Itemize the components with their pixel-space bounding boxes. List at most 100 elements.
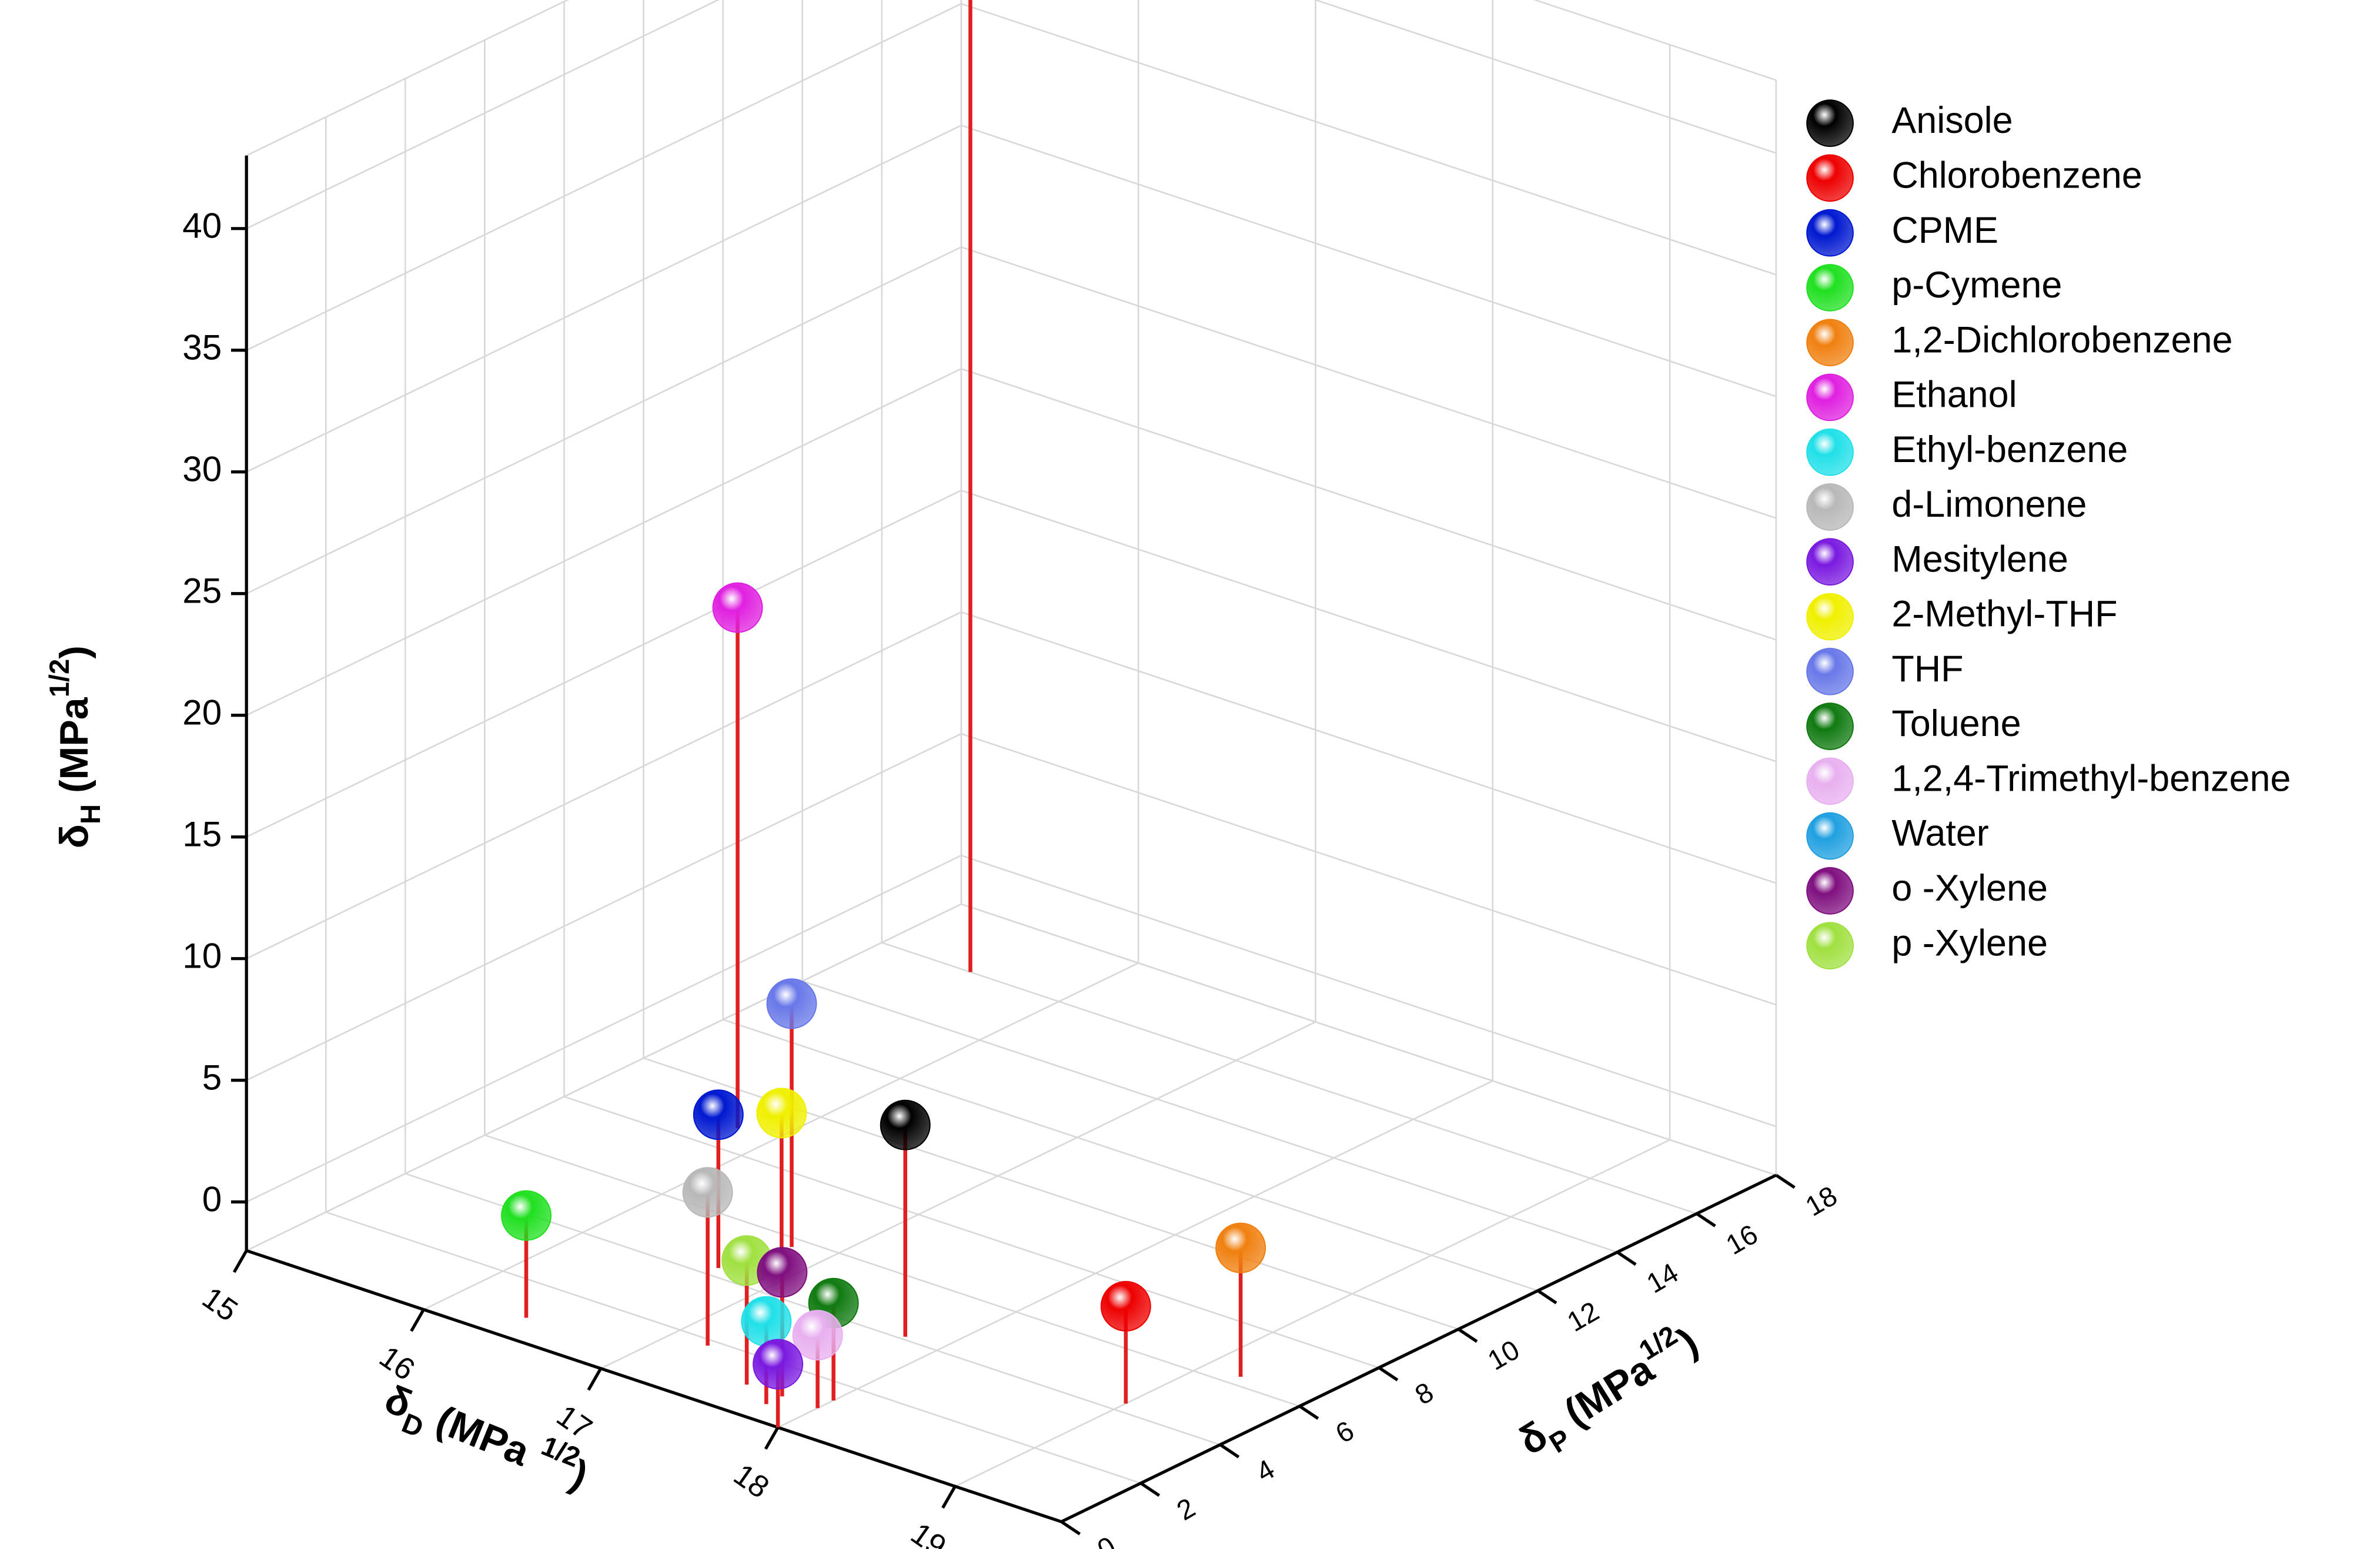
legend-label: p -Xylene	[1891, 922, 2048, 963]
point	[1215, 1222, 1266, 1273]
grid-line	[961, 125, 1777, 397]
y-tick	[1060, 1520, 1081, 1535]
z-axis-title-part: )	[52, 645, 96, 659]
legend-label: Toluene	[1891, 703, 2021, 744]
legend-marker	[1806, 154, 1854, 202]
legend-marker	[1806, 757, 1854, 805]
y-tick	[1298, 1404, 1319, 1420]
grid-line	[246, 125, 962, 473]
legend-label: Ethyl-benzene	[1891, 429, 2128, 470]
legend-marker	[1806, 209, 1854, 257]
y-tick-label: 18	[1800, 1180, 1842, 1222]
legend-marker	[1806, 593, 1854, 641]
y-tick	[1696, 1212, 1716, 1227]
legend-label: Mesitylene	[1891, 538, 2068, 580]
y-tick	[1775, 1173, 1796, 1189]
y-tick-label: 12	[1562, 1295, 1604, 1337]
y-tick	[1458, 1327, 1478, 1343]
x-tick-label: 18	[727, 1457, 775, 1505]
x-tick	[587, 1367, 603, 1391]
y-tick-label: 14	[1641, 1257, 1683, 1299]
y-tick	[1378, 1366, 1399, 1381]
legend-label: Ethanol	[1891, 374, 2017, 416]
point	[753, 1339, 804, 1390]
legend-marker	[1806, 867, 1854, 915]
z-tick-label: 20	[182, 692, 222, 732]
y-tick	[1616, 1250, 1637, 1266]
grid-line	[246, 368, 962, 716]
point	[880, 1099, 931, 1150]
legend-label: 1,2,4-Trimethyl-benzene	[1891, 758, 2291, 799]
legend-marker	[1806, 373, 1854, 421]
x-axis-title: δD (MPa 1/2)	[375, 1369, 597, 1507]
y-tick-label: 0	[1092, 1530, 1121, 1549]
grid-line	[484, 1134, 1300, 1407]
legend-marker	[1806, 647, 1854, 695]
x-tick	[232, 1250, 248, 1273]
box-edge	[961, 903, 1777, 1176]
z-axis-title-part: δ	[52, 824, 96, 848]
z-axis-title-part: H	[75, 804, 106, 824]
grid-line	[246, 3, 962, 351]
y-tick-label: 16	[1720, 1218, 1763, 1260]
legend-marker	[1806, 319, 1854, 367]
y-axis	[1061, 1173, 1777, 1523]
grid-line	[961, 611, 1777, 884]
x-axis	[246, 1249, 1062, 1524]
box-edge	[246, 0, 569, 156]
legend-marker	[1806, 428, 1854, 476]
grid-line	[961, 246, 1777, 519]
point	[792, 1310, 843, 1361]
x-tick	[410, 1309, 425, 1332]
legend-label: o -Xylene	[1891, 868, 2048, 909]
x-tick-label: 19	[905, 1517, 952, 1549]
legend-label: 2-Methyl-THF	[1891, 594, 2117, 635]
legend-label: THF	[1891, 648, 1963, 690]
z-tick-label: 25	[182, 571, 222, 611]
point	[766, 978, 817, 1029]
z-tick-label: 15	[182, 814, 222, 854]
z-tick-label: 30	[182, 449, 222, 489]
y-tick-label: 8	[1409, 1376, 1438, 1411]
y-tick-label: 6	[1330, 1414, 1359, 1449]
legend-label: Anisole	[1891, 100, 2013, 141]
z-axis-title: δH (MPa1/2)	[44, 645, 106, 848]
grid-line	[961, 3, 1777, 276]
z-tick-label: 10	[182, 936, 222, 976]
point	[501, 1190, 552, 1241]
grid-line	[1313, 0, 1777, 154]
grid-line	[600, 1021, 1316, 1370]
y-tick-label: 10	[1482, 1334, 1525, 1376]
x-tick	[764, 1426, 780, 1450]
grid-line	[246, 611, 962, 959]
x-axis-title-part: (MPa	[420, 1393, 546, 1479]
z-tick-label: 0	[202, 1179, 222, 1219]
y-tick-label: 4	[1251, 1453, 1279, 1488]
x-tick	[941, 1486, 957, 1509]
point	[682, 1167, 733, 1218]
grid-line	[961, 732, 1777, 1006]
point	[712, 582, 763, 633]
grid-line	[246, 490, 962, 838]
box-edge	[1533, 0, 1777, 81]
legend-marker	[1806, 264, 1854, 312]
grid-line	[723, 1019, 1539, 1292]
legend-marker	[1806, 812, 1854, 860]
z-tick-label: 5	[202, 1058, 222, 1098]
grid-line	[802, 980, 1618, 1253]
grid-line	[954, 1139, 1670, 1487]
point	[1100, 1281, 1151, 1331]
grid-line	[777, 1080, 1493, 1428]
point	[693, 1089, 744, 1140]
legend-marker	[1806, 99, 1854, 147]
grid-line	[961, 489, 1777, 762]
legend-label: Water	[1891, 813, 1988, 854]
grid-line	[246, 854, 962, 1203]
grid-line	[881, 942, 1697, 1215]
y-axis-title-part: (MPa	[1547, 1346, 1662, 1441]
y-tick	[1139, 1481, 1161, 1497]
grid-line	[246, 732, 962, 1081]
